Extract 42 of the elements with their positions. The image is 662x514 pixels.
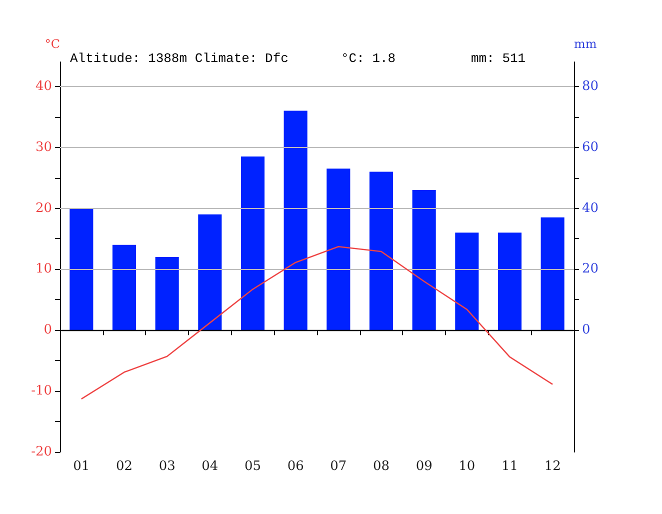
bar [70,208,94,330]
y2-tick-label: 20 [582,262,599,277]
bar [412,190,436,330]
x-tick-label: 08 [372,459,390,474]
x-tick-label: 11 [501,459,518,474]
x-tick-label: 04 [202,459,218,474]
x-tick-label: 09 [416,459,432,474]
bar [369,172,394,330]
annotation: mm: 511 [471,51,526,66]
y-tick-label: 30 [35,140,52,155]
bar [112,244,136,330]
x-tick-label: 02 [116,459,133,474]
bar [155,257,179,330]
y2-tick-label: 0 [582,322,590,338]
x-tick-label: 05 [244,459,262,474]
y2-tick-label: 80 [582,78,599,94]
bar [284,110,308,330]
x-tick-label: 10 [458,459,476,474]
chart-title: Altitude: 1388m Climate: Dfc [70,51,288,66]
x-tick-label: 03 [158,459,176,474]
y-tick-label: 10 [35,262,52,277]
line-series [80,246,554,400]
y2-axis-title: mm [574,37,598,51]
bar [455,232,479,330]
y-tick-label: 20 [35,200,52,216]
y2-tick-label: 40 [582,200,599,216]
y-tick-label: -10 [31,384,52,399]
y-tick-label: 0 [44,322,52,338]
bar [198,214,222,330]
bar [326,168,350,330]
y-tick-label: 40 [35,78,52,94]
x-tick-label: 12 [544,459,561,474]
x-tick-label: 01 [73,459,90,474]
x-tick-label: 06 [287,459,304,474]
y2-tick-label: 60 [582,140,599,155]
y-tick-label: -20 [31,444,52,460]
y-axis-title: °C [44,37,60,51]
bar [240,156,265,330]
bar [498,232,522,330]
x-tick-label: 07 [330,459,347,474]
annotation: °C: 1.8 [341,51,396,66]
bar [540,217,564,330]
